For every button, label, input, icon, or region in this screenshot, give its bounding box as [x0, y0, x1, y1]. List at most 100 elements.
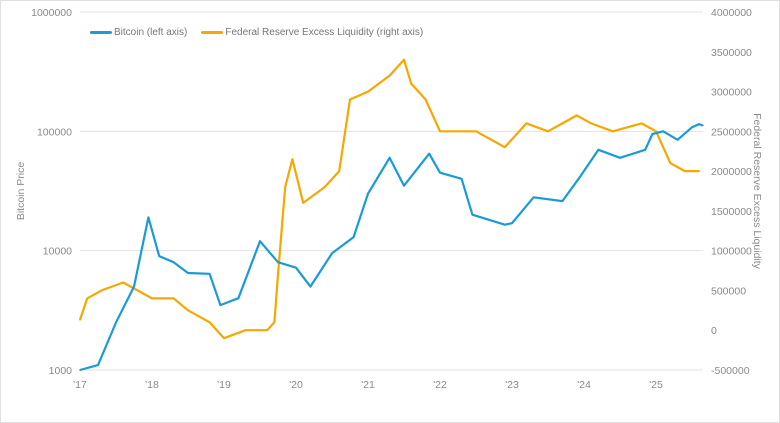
- x-tick-label: '21: [361, 379, 375, 391]
- fed-liquidity-line: [78, 58, 700, 340]
- bitcoin-point: [662, 130, 664, 133]
- bitcoin-point: [439, 171, 441, 174]
- bitcoin-point: [187, 272, 189, 274]
- y2-tick-label: 4000000: [711, 7, 752, 19]
- bitcoin-point: [428, 152, 431, 155]
- fed-liquidity-point: [266, 329, 269, 332]
- fed-liquidity-point: [187, 309, 189, 312]
- fed-liquidity-point: [655, 130, 657, 133]
- fed-liquidity-point: [338, 170, 341, 172]
- y2-tick-label: 3000000: [711, 87, 752, 99]
- fed-liquidity-point: [349, 98, 351, 101]
- fed-liquidity-point: [284, 186, 287, 188]
- bitcoin-point: [237, 297, 240, 299]
- bitcoin-point: [561, 200, 564, 202]
- fed-liquidity-point: [576, 114, 578, 117]
- y-tick-label: 1000000: [31, 7, 72, 19]
- bitcoin-point: [579, 175, 582, 178]
- bitcoin-line: [79, 122, 704, 372]
- y2-tick-label: 2500000: [711, 126, 752, 138]
- fed-liquidity-point: [504, 146, 506, 149]
- legend: Bitcoin (left axis) Federal Reserve Exce…: [90, 27, 423, 38]
- fed-liquidity-point: [403, 58, 405, 61]
- fed-liquidity-point: [439, 130, 441, 133]
- fed-liquidity-point: [590, 122, 592, 125]
- bitcoin-point: [597, 149, 600, 151]
- y-tick-label: 1000: [49, 365, 73, 377]
- fed-liquidity-point: [223, 337, 225, 339]
- y2-tick-label: 3500000: [711, 47, 752, 59]
- fed-liquidity-point: [698, 170, 700, 172]
- fed-liquidity-point: [388, 74, 391, 77]
- fed-liquidity-point: [684, 170, 686, 172]
- bitcoin-point: [352, 236, 355, 238]
- legend-item-fed-liquidity: Federal Reserve Excess Liquidity (right …: [201, 27, 423, 38]
- bitcoin-point: [367, 192, 369, 195]
- fed-liquidity-point: [100, 289, 103, 292]
- fed-liquidity-point: [525, 122, 528, 125]
- fed-liquidity-point: [410, 82, 413, 85]
- y-axis-label: Bitcoin Price: [15, 162, 27, 221]
- y-tick-label: 10000: [43, 246, 72, 258]
- bitcoin-point: [471, 213, 474, 216]
- bitcoin-point: [651, 133, 654, 135]
- x-tick-label: '20: [289, 379, 303, 391]
- fed-liquidity-point: [86, 297, 88, 300]
- bitcoin-point: [147, 216, 150, 219]
- x-tick-label: '23: [505, 379, 519, 391]
- y2-tick-label: 0: [711, 325, 717, 337]
- fed-liquidity-point: [151, 297, 153, 300]
- fed-liquidity-point: [612, 130, 614, 133]
- fed-liquidity-point: [172, 297, 175, 300]
- y2-tick-label: -500000: [711, 365, 750, 377]
- x-tick-label: '19: [217, 379, 231, 391]
- fed-liquidity-point: [475, 130, 477, 133]
- fed-liquidity-point: [277, 273, 279, 276]
- bitcoin-point: [259, 240, 261, 243]
- bitcoin-point: [172, 261, 175, 264]
- bitcoin-point: [504, 223, 506, 226]
- fed-liquidity-point: [367, 90, 369, 93]
- bitcoin-point: [133, 285, 135, 288]
- x-tick-label: '24: [577, 379, 591, 391]
- bitcoin-point: [79, 369, 81, 371]
- bitcoin-point: [115, 321, 117, 324]
- fed-liquidity-point: [244, 329, 247, 332]
- bitcoin-point: [219, 304, 222, 306]
- x-tick-label: '18: [145, 379, 159, 391]
- legend-swatch: [90, 31, 112, 34]
- bitcoin-point: [532, 196, 535, 199]
- bitcoin-point: [644, 149, 646, 151]
- fed-liquidity-point: [424, 98, 427, 101]
- fed-liquidity-point: [302, 202, 305, 204]
- bitcoin-point: [691, 126, 693, 129]
- fed-liquidity-point: [640, 122, 643, 125]
- bitcoin-point: [698, 123, 700, 125]
- fed-liquidity-point: [669, 162, 672, 164]
- bitcoin-point: [277, 261, 279, 264]
- bitcoin-point: [403, 184, 405, 187]
- x-tick-label: '17: [73, 379, 87, 391]
- x-tick-label: '25: [649, 379, 663, 391]
- bitcoin-point: [388, 157, 391, 159]
- bitcoin-point: [619, 157, 621, 159]
- fed-liquidity-point: [273, 321, 276, 324]
- bitcoin-point: [331, 252, 333, 255]
- bitcoin-point: [511, 222, 513, 224]
- bitcoin-point: [295, 266, 297, 269]
- bitcoin-point: [676, 138, 679, 141]
- bitcoin-point: [702, 124, 704, 127]
- y2-tick-label: 2000000: [711, 166, 752, 178]
- fed-liquidity-point: [547, 130, 549, 133]
- fed-liquidity-point: [324, 186, 326, 188]
- bitcoin-point: [309, 285, 312, 288]
- bitcoin-point: [208, 272, 211, 275]
- fed-liquidity-point: [122, 281, 124, 284]
- fed-liquidity-point: [79, 319, 81, 321]
- y2-axis-label: Federal Reserve Excess Liquidity: [751, 113, 763, 270]
- bitcoin-point: [460, 178, 463, 180]
- legend-swatch: [201, 31, 224, 34]
- fed-liquidity-point: [208, 321, 211, 324]
- y2-tick-label: 500000: [711, 285, 746, 297]
